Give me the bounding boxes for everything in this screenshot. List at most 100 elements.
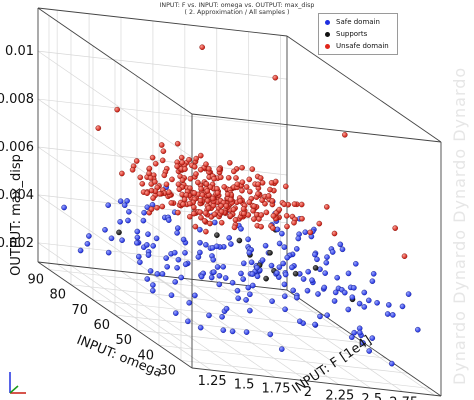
point-unsafe <box>214 190 221 196</box>
point-safe <box>197 239 203 246</box>
x-tick-label: 2 <box>304 385 312 400</box>
point-safe <box>274 226 281 233</box>
point-safe <box>105 202 111 208</box>
point-safe <box>168 292 175 299</box>
point-safe <box>414 326 421 333</box>
z-tick-label: 0.01 <box>5 44 34 59</box>
point-unsafe <box>218 208 225 215</box>
point-safe <box>182 249 188 256</box>
point-unsafe <box>240 205 247 212</box>
point-unsafe <box>154 204 160 211</box>
point-safe <box>351 284 357 291</box>
point-support <box>214 232 220 238</box>
point-unsafe <box>203 161 209 167</box>
point-unsafe <box>204 188 211 194</box>
point-safe <box>269 298 275 305</box>
point-unsafe <box>158 142 165 148</box>
point-safe <box>150 243 156 249</box>
point-safe <box>159 271 166 277</box>
point-unsafe <box>148 206 155 212</box>
point-unsafe <box>257 175 264 181</box>
box-edge <box>37 261 193 369</box>
point-safe <box>208 274 215 281</box>
point-unsafe <box>207 220 213 227</box>
x-tick-label: 1.5 <box>234 378 255 393</box>
point-unsafe <box>203 228 209 235</box>
point-unsafe <box>195 179 201 186</box>
point-safe <box>369 335 376 341</box>
point-unsafe <box>226 159 233 166</box>
point-safe <box>192 292 198 299</box>
point-unsafe <box>168 200 175 206</box>
point-unsafe <box>114 106 120 113</box>
point-unsafe <box>331 230 338 237</box>
point-safe <box>295 235 302 242</box>
point-safe <box>211 219 218 226</box>
point-unsafe <box>202 210 209 216</box>
point-safe <box>134 234 141 241</box>
point-safe <box>210 256 217 263</box>
point-safe <box>245 284 252 291</box>
point-safe <box>302 229 309 235</box>
y-tick-label: 70 <box>71 303 88 318</box>
point-unsafe <box>139 180 146 187</box>
legend-label-safe: Safe domain <box>336 18 380 26</box>
point-safe <box>153 235 160 242</box>
point-unsafe <box>246 176 253 183</box>
point-support <box>267 249 273 256</box>
point-unsafe <box>231 224 238 231</box>
point-unsafe <box>255 181 262 187</box>
point-safe <box>163 255 169 261</box>
box-edge <box>37 7 288 37</box>
point-safe <box>345 270 352 277</box>
point-unsafe <box>291 219 297 226</box>
point-unsafe <box>186 200 193 207</box>
point-unsafe <box>283 212 290 219</box>
point-unsafe <box>152 179 158 185</box>
z-tick-label: 0.004 <box>0 188 34 203</box>
legend-label-unsafe: Unsafe domain <box>336 42 389 50</box>
point-safe <box>174 225 181 231</box>
point-safe <box>121 202 128 208</box>
point-safe <box>276 240 283 247</box>
point-safe <box>352 260 359 267</box>
point-safe <box>315 291 321 297</box>
point-safe <box>388 360 395 367</box>
point-safe <box>245 236 251 243</box>
point-unsafe <box>160 148 167 154</box>
point-safe <box>240 260 247 267</box>
point-safe <box>206 312 212 319</box>
point-unsafe <box>152 160 159 167</box>
point-safe <box>165 217 172 223</box>
point-support <box>116 229 122 236</box>
point-safe <box>262 242 269 249</box>
point-safe <box>108 235 115 242</box>
point-safe <box>282 306 288 313</box>
point-safe <box>267 331 274 338</box>
back-wall-grid-line <box>37 242 288 272</box>
side-wall-grid-line <box>37 194 193 302</box>
point-unsafe <box>179 177 186 183</box>
point-unsafe <box>251 203 257 209</box>
legend-label-supports: Supports <box>336 30 368 38</box>
watermark-text-4: Dynardo <box>450 66 469 142</box>
legend-marker-safe <box>325 19 330 25</box>
point-unsafe <box>146 165 153 172</box>
point-unsafe <box>230 168 237 175</box>
point-unsafe <box>180 201 186 208</box>
point-safe <box>293 246 300 252</box>
chart-title: INPUT: F vs. INPUT: omega vs. OUTPUT: ma… <box>160 2 315 9</box>
point-unsafe <box>232 217 239 223</box>
point-safe <box>243 329 250 335</box>
point-safe <box>150 282 156 288</box>
point-safe <box>77 247 84 254</box>
point-safe <box>102 226 108 233</box>
point-unsafe <box>182 166 188 172</box>
point-safe <box>238 270 244 277</box>
point-safe <box>290 287 297 294</box>
point-unsafe <box>239 187 245 194</box>
point-safe <box>349 294 356 301</box>
point-unsafe <box>137 174 144 181</box>
scatter-points <box>61 44 421 367</box>
point-safe <box>222 275 229 281</box>
